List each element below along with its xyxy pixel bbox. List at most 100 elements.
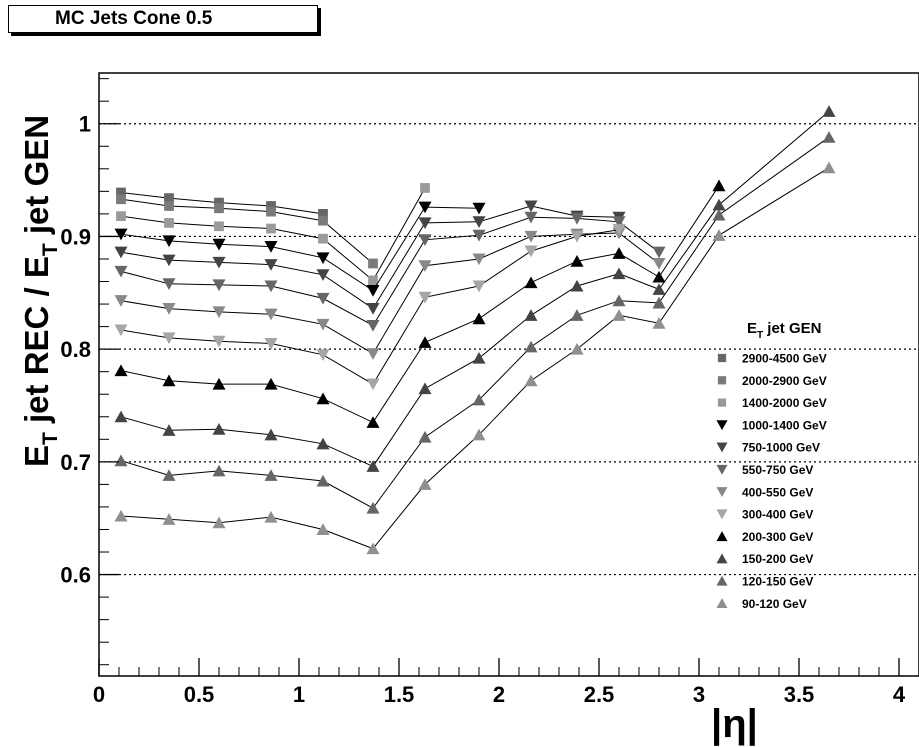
data-point xyxy=(116,194,126,205)
series-line xyxy=(120,198,374,264)
data-point xyxy=(162,332,176,345)
legend-marker xyxy=(716,509,728,520)
data-point xyxy=(266,201,276,211)
data-point xyxy=(612,247,626,259)
data-point xyxy=(524,200,538,213)
data-point xyxy=(524,340,538,353)
data-point xyxy=(212,464,226,477)
data-point xyxy=(366,501,380,514)
data-point xyxy=(418,217,432,230)
x-tick-label: 2 xyxy=(493,682,505,707)
data-point xyxy=(822,131,836,143)
legend-title: ET jet GEN xyxy=(747,320,821,341)
legend-marker xyxy=(717,353,727,363)
data-point xyxy=(652,257,666,270)
data-point xyxy=(418,234,432,246)
series-1 xyxy=(116,187,328,219)
data-point xyxy=(264,280,278,293)
data-point xyxy=(570,230,584,243)
series-group xyxy=(114,105,836,555)
data-point xyxy=(472,229,486,242)
data-point xyxy=(524,309,538,321)
y-tick-label: 0.6 xyxy=(60,563,91,588)
data-point xyxy=(162,374,176,387)
data-point xyxy=(368,258,378,269)
data-point xyxy=(418,336,432,348)
data-point xyxy=(368,275,378,286)
data-point xyxy=(116,211,126,222)
data-point xyxy=(318,233,328,244)
plot-frame xyxy=(98,72,919,677)
x-tick-label: 1 xyxy=(293,682,305,707)
data-point xyxy=(524,245,538,258)
data-point xyxy=(612,294,626,307)
y-tick-label: 0.7 xyxy=(60,450,91,475)
data-point xyxy=(366,378,380,391)
data-point xyxy=(264,510,278,523)
data-point xyxy=(212,306,226,319)
legend-marker xyxy=(717,376,727,385)
data-point xyxy=(316,269,330,281)
data-point xyxy=(212,279,226,292)
data-point xyxy=(164,193,174,203)
data-point xyxy=(472,253,486,266)
series-6 xyxy=(114,211,666,332)
data-point xyxy=(264,259,278,271)
data-point xyxy=(652,270,666,283)
data-point xyxy=(316,292,330,305)
data-point xyxy=(366,460,380,472)
legend-marker xyxy=(716,575,728,586)
data-point xyxy=(214,203,224,214)
data-point xyxy=(114,228,128,241)
series-line xyxy=(120,110,830,468)
legend-label: 550-750 GeV xyxy=(742,463,813,477)
data-point xyxy=(214,197,224,208)
data-point xyxy=(114,454,128,467)
data-point xyxy=(366,348,380,360)
legend-marker xyxy=(716,553,728,564)
x-tick-label: 1.5 xyxy=(384,682,415,707)
series-line xyxy=(120,136,830,509)
series-4 xyxy=(114,201,486,297)
data-point xyxy=(366,319,380,332)
data-point xyxy=(114,410,128,423)
x-tick-label: 0.5 xyxy=(184,682,215,707)
data-point xyxy=(162,303,176,315)
legend-label: 1400-2000 GeV xyxy=(742,396,827,410)
data-point xyxy=(264,428,278,441)
chart-title: MC Jets Cone 0.5 xyxy=(8,5,318,33)
data-point xyxy=(162,278,176,290)
series-line xyxy=(120,167,830,550)
legend-label: 120-150 GeV xyxy=(742,575,813,589)
data-point xyxy=(116,187,126,198)
data-point xyxy=(212,238,226,251)
legend-label: 300-400 GeV xyxy=(742,508,813,522)
data-point xyxy=(114,324,128,337)
series-line xyxy=(120,232,660,355)
data-point xyxy=(318,209,328,219)
data-point xyxy=(114,295,128,307)
x-tick-label: 2.5 xyxy=(584,682,615,707)
data-point xyxy=(472,351,486,364)
data-point xyxy=(212,256,226,269)
data-point xyxy=(420,183,430,193)
data-point xyxy=(366,303,380,315)
data-point xyxy=(318,215,328,226)
legend-marker xyxy=(716,420,728,431)
data-point xyxy=(266,206,276,217)
data-point xyxy=(418,478,432,490)
x-axis-label: |η| xyxy=(711,702,758,746)
x-tick-label: 3 xyxy=(693,682,705,707)
data-point xyxy=(612,224,626,236)
legend-marker xyxy=(716,487,728,498)
y-tick-label: 1 xyxy=(79,112,91,137)
data-point xyxy=(524,230,538,243)
legend-label: 150-200 GeV xyxy=(742,552,813,566)
data-point xyxy=(418,382,432,395)
x-tick-label: 4 xyxy=(893,682,906,707)
legend-label: 400-550 GeV xyxy=(742,485,813,499)
data-point xyxy=(316,252,330,265)
data-point xyxy=(712,179,726,192)
data-point xyxy=(366,542,380,555)
